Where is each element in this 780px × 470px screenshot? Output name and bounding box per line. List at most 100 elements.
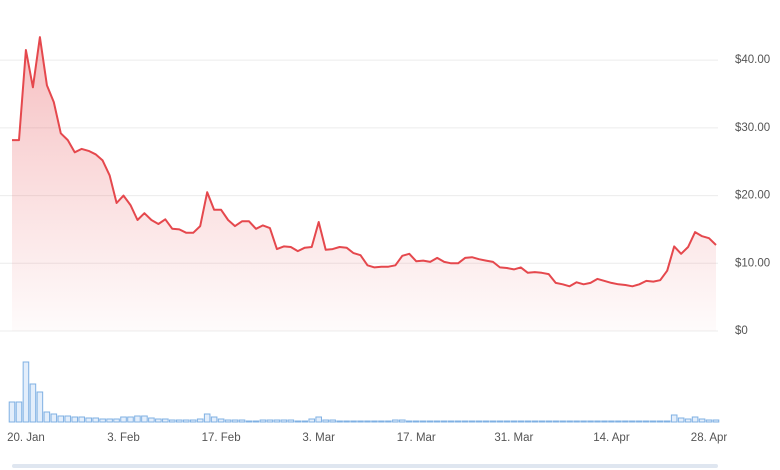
volume-bar [22,361,30,423]
volume-bar [231,419,239,423]
y-tick-label: $30.00 [735,122,770,134]
volume-bar [412,420,420,423]
volume-bar [538,420,546,423]
volume-bar [196,418,204,423]
volume-bar [566,420,573,423]
volume-bar [224,419,232,423]
volume-bar [57,415,65,423]
volume-bar [155,418,162,423]
volume-bar [475,420,483,423]
volume-bar [357,420,364,423]
volume-bar [301,420,309,423]
volume-bar [99,418,106,423]
volume-bar [336,420,343,423]
volume-bar [175,419,183,423]
volume-bar [210,416,218,423]
volume-bar [440,420,448,423]
y-tick-label: $20.00 [735,190,770,202]
volume-bar [622,420,629,423]
volume-bar [615,420,622,423]
volume-bar [559,420,566,423]
volume-bar [608,420,615,423]
volume-bar [378,420,385,423]
volume-bar [406,420,413,423]
volume-bar [315,416,322,423]
volume-bar [78,416,85,423]
volume-bar [203,413,211,423]
volume-bar [43,411,51,423]
volume-bar [712,419,720,423]
volume-bar [482,420,490,423]
volume-bar [677,417,685,423]
x-tick-label: 17. Feb [202,432,241,444]
volume-bar [392,419,399,423]
volume-bar [399,419,406,423]
volume-bar [510,420,518,423]
volume-bar [643,420,650,423]
volume-bar [120,416,127,423]
volume-bar [663,420,671,423]
volume-bar [245,420,253,423]
volume-bar [580,420,587,423]
y-tick-label: $40.00 [735,54,770,66]
volume-bar [691,416,699,423]
volume-bar [308,418,316,423]
x-tick-label: 28. Apr [691,432,728,444]
volume-bar [15,401,23,423]
volume-bar [552,420,559,423]
volume-bar [127,416,134,423]
x-tick-label: 17. Mar [397,432,436,444]
volume-bar [447,420,455,423]
volume-bar [503,420,511,423]
volume-bar [329,419,336,423]
volume-bar [656,420,664,423]
x-tick-label: 3. Feb [107,432,140,444]
volume-bar [148,417,155,423]
volume-bar [636,420,643,423]
volume-bar [426,420,434,423]
volume-bar [50,413,58,423]
volume-bar [238,419,246,423]
volume-bar [524,420,532,423]
volume-bar [705,419,713,423]
volume-bar [587,420,594,423]
volume-bar [371,420,378,423]
volume-bar [517,420,525,423]
volume-bar [496,420,504,423]
volume-bar [273,419,281,423]
volume-bar [266,419,274,423]
y-tick-label: $10.00 [735,257,770,269]
volume-bar [29,383,37,423]
volume-bar [280,419,288,423]
volume-bar [85,417,92,423]
volume-bar [252,420,260,423]
x-tick-label: 3. Mar [302,432,335,444]
volume-bar [684,418,692,423]
volume-bar [364,420,371,423]
x-tick-label: 20. Jan [7,432,45,444]
volume-bar [461,420,469,423]
volume-bar [113,418,120,423]
volume-bar [141,415,148,423]
volume-bar [545,420,553,423]
volume-bar [189,419,197,423]
volume-bar [698,418,706,423]
volume-bar [489,420,497,423]
volume-bar [629,420,636,423]
volume-bar [601,420,608,423]
volume-bar [259,419,267,423]
price-line [12,36,717,288]
navigator [12,464,718,468]
volume-bar [322,419,329,423]
price-area [12,37,716,331]
volume-bar [454,420,462,423]
volume-bar [594,420,601,423]
volume-bar [169,419,176,423]
volume-bar [419,420,427,423]
volume-bar [106,418,113,423]
x-tick-label: 14. Apr [593,432,630,444]
volume-bar [350,420,357,423]
volume-bar [134,415,141,423]
volume-bar [182,419,190,423]
